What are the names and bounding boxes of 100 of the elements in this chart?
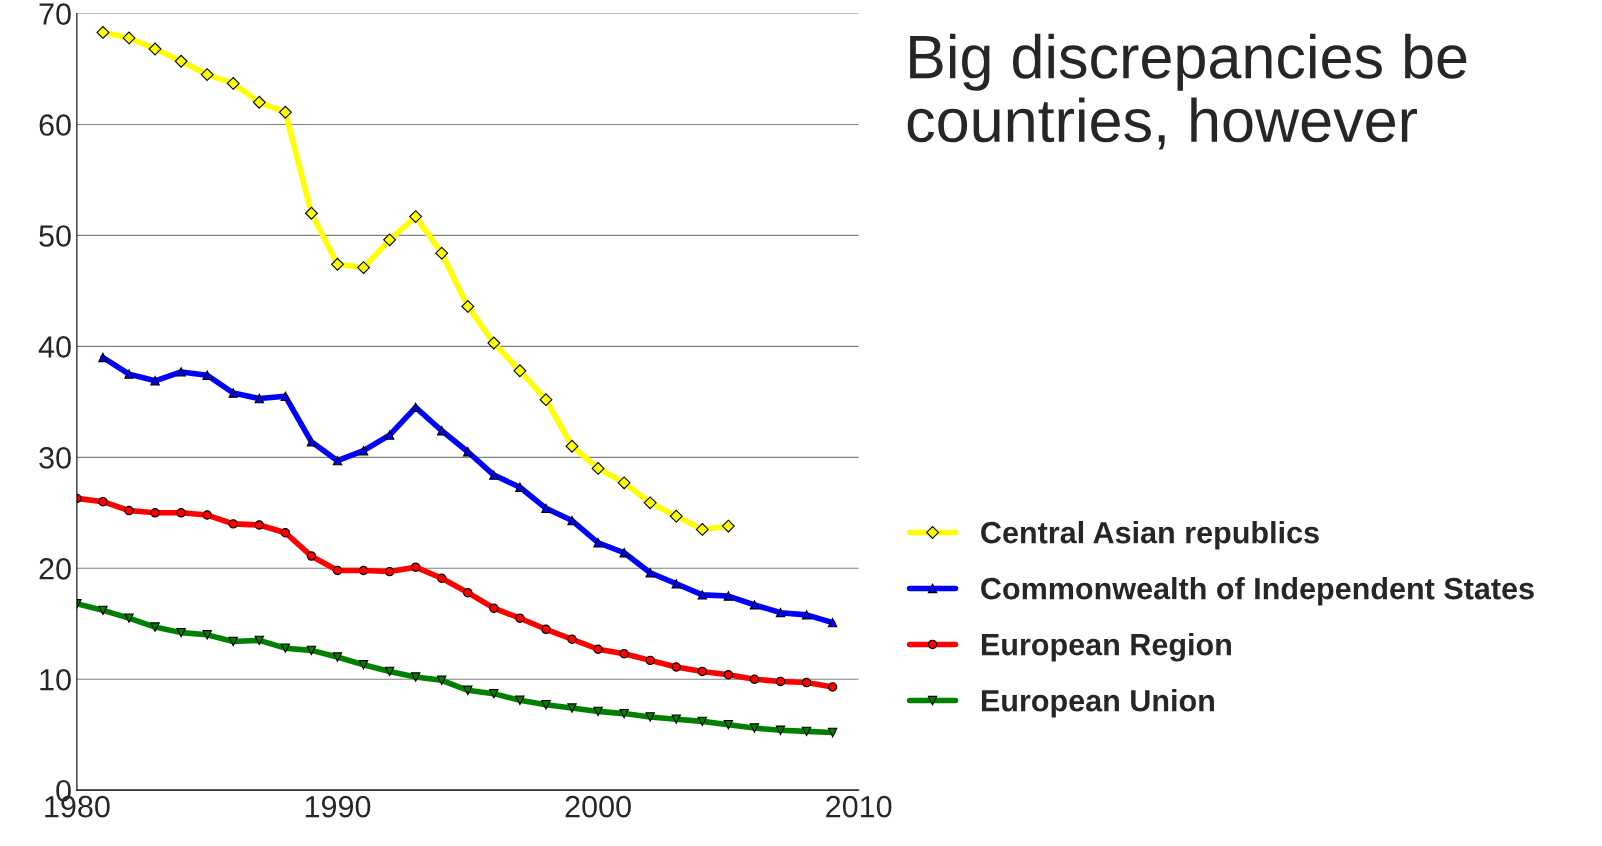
point bbox=[122, 31, 136, 45]
point bbox=[541, 624, 551, 635]
point bbox=[619, 648, 629, 659]
point bbox=[254, 393, 265, 404]
y-tick-label: 40 bbox=[38, 336, 71, 358]
point bbox=[435, 246, 449, 260]
legend-label: Commonwealth of Independent States bbox=[981, 577, 1534, 606]
point bbox=[331, 257, 344, 271]
point bbox=[591, 461, 605, 475]
point bbox=[254, 520, 265, 530]
point bbox=[437, 675, 447, 686]
point bbox=[593, 706, 603, 717]
point bbox=[515, 613, 525, 623]
y-tick-label: 20 bbox=[39, 558, 71, 580]
point bbox=[437, 425, 447, 436]
point bbox=[827, 727, 838, 738]
point bbox=[723, 591, 734, 601]
point bbox=[539, 393, 553, 407]
point bbox=[358, 660, 369, 670]
point bbox=[332, 455, 343, 466]
point bbox=[775, 676, 786, 687]
point bbox=[174, 54, 188, 68]
point bbox=[463, 685, 473, 696]
point bbox=[176, 508, 186, 518]
point bbox=[332, 565, 343, 576]
point bbox=[721, 519, 735, 533]
point bbox=[96, 25, 110, 39]
point bbox=[567, 703, 577, 713]
point bbox=[643, 496, 657, 510]
point bbox=[671, 662, 681, 672]
point bbox=[489, 470, 499, 480]
y-tick-label: 60 bbox=[39, 114, 71, 136]
point bbox=[749, 723, 760, 733]
point bbox=[409, 210, 423, 224]
point bbox=[410, 562, 421, 572]
point bbox=[697, 666, 708, 677]
y-tick-label: 50 bbox=[39, 225, 71, 247]
point bbox=[515, 695, 525, 706]
point bbox=[775, 725, 786, 735]
point bbox=[749, 674, 760, 684]
point bbox=[124, 369, 134, 379]
point bbox=[304, 206, 318, 220]
point bbox=[202, 370, 212, 380]
point bbox=[384, 430, 395, 440]
point bbox=[150, 622, 160, 632]
point bbox=[513, 364, 527, 378]
point bbox=[98, 352, 108, 363]
point bbox=[202, 510, 212, 520]
x-tick-label: 1990 bbox=[305, 795, 371, 818]
point bbox=[567, 515, 577, 526]
point bbox=[306, 551, 317, 561]
point bbox=[593, 538, 603, 548]
x-tick-label: 2000 bbox=[565, 795, 631, 818]
point bbox=[357, 261, 370, 275]
point bbox=[827, 617, 838, 628]
point bbox=[671, 579, 681, 589]
point bbox=[278, 105, 292, 119]
point bbox=[254, 635, 265, 646]
point bbox=[541, 503, 551, 514]
point bbox=[124, 613, 134, 623]
point bbox=[228, 519, 238, 529]
point bbox=[150, 376, 160, 386]
point bbox=[515, 482, 525, 493]
point bbox=[565, 439, 579, 453]
point bbox=[358, 565, 369, 576]
point bbox=[619, 708, 629, 719]
point bbox=[228, 388, 238, 398]
point bbox=[252, 95, 266, 109]
point bbox=[723, 670, 734, 680]
point bbox=[645, 712, 655, 722]
point bbox=[695, 522, 709, 536]
point bbox=[489, 603, 499, 613]
y-tick-label: 30 bbox=[39, 447, 71, 469]
point bbox=[410, 672, 421, 682]
point bbox=[226, 76, 240, 90]
point bbox=[306, 437, 317, 447]
point bbox=[228, 636, 238, 647]
y-tick-label: 10 bbox=[40, 668, 71, 691]
point bbox=[306, 645, 317, 656]
legend-label: European Union bbox=[981, 689, 1214, 718]
point bbox=[697, 716, 708, 727]
point bbox=[697, 590, 708, 600]
point bbox=[619, 548, 629, 558]
point bbox=[461, 299, 475, 313]
point bbox=[463, 447, 473, 457]
point bbox=[280, 391, 291, 402]
point bbox=[801, 726, 812, 737]
point bbox=[671, 714, 681, 724]
point bbox=[775, 607, 786, 618]
text: Big discrepancies be countries, however bbox=[907, 33, 1467, 150]
point bbox=[98, 605, 108, 616]
point bbox=[200, 68, 214, 82]
point bbox=[463, 587, 473, 598]
point bbox=[645, 567, 655, 578]
point bbox=[383, 233, 397, 247]
point bbox=[176, 627, 186, 638]
point bbox=[487, 336, 501, 350]
point bbox=[358, 445, 369, 456]
point bbox=[124, 505, 134, 516]
point bbox=[801, 677, 812, 688]
